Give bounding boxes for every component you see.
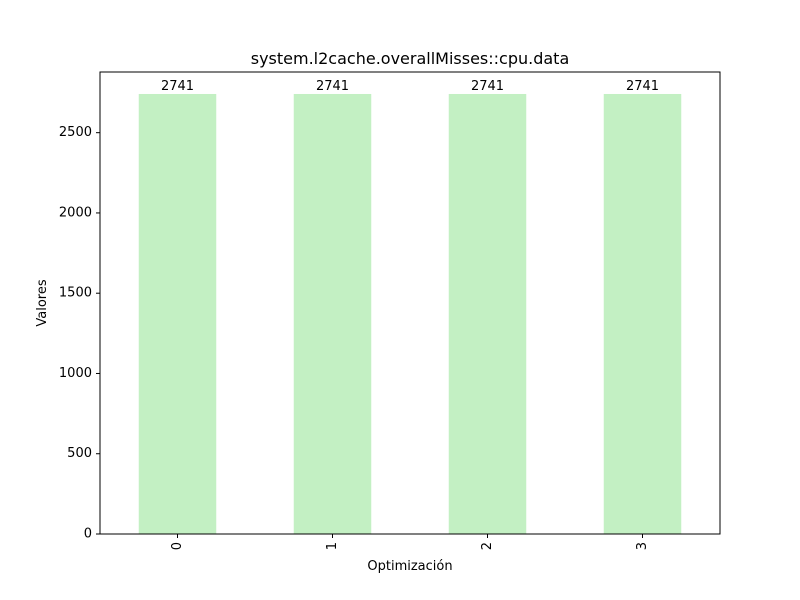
bar-data-label-3: 2741: [626, 79, 659, 94]
x-tick-label-1: 1: [325, 542, 340, 550]
bars: [138, 93, 682, 534]
y-tick-label-1500: 1500: [59, 286, 92, 301]
chart-title: system.l2cache.overallMisses::cpu.data: [251, 49, 570, 68]
bar-data-label-0: 2741: [161, 79, 194, 94]
y-tick-label-2500: 2500: [59, 125, 92, 140]
bar-data-label-2: 2741: [471, 79, 504, 94]
bar-data-label-1: 2741: [316, 79, 349, 94]
y-tick-label-0: 0: [84, 527, 92, 542]
x-tick-label-3: 3: [635, 542, 650, 550]
x-tick-label-0: 0: [170, 542, 185, 550]
x-axis-title: Optimización: [367, 559, 452, 574]
plot-area-frame: [99, 71, 721, 535]
bar-data-labels: 2741 2741 2741 2741: [161, 79, 659, 94]
y-axis: 0 500 1000 1500 2000 2500: [59, 125, 100, 542]
bar-2: [448, 93, 527, 534]
x-tick-label-2: 2: [480, 542, 495, 550]
y-axis-title: Valores: [35, 279, 50, 326]
bar-3: [603, 93, 682, 534]
y-tick-label-2000: 2000: [59, 205, 92, 220]
y-tick-label-500: 500: [67, 446, 92, 461]
x-axis: 0 1 2 3: [170, 534, 650, 550]
bar-1: [293, 93, 372, 534]
y-tick-label-1000: 1000: [59, 366, 92, 381]
bar-0: [138, 93, 217, 534]
